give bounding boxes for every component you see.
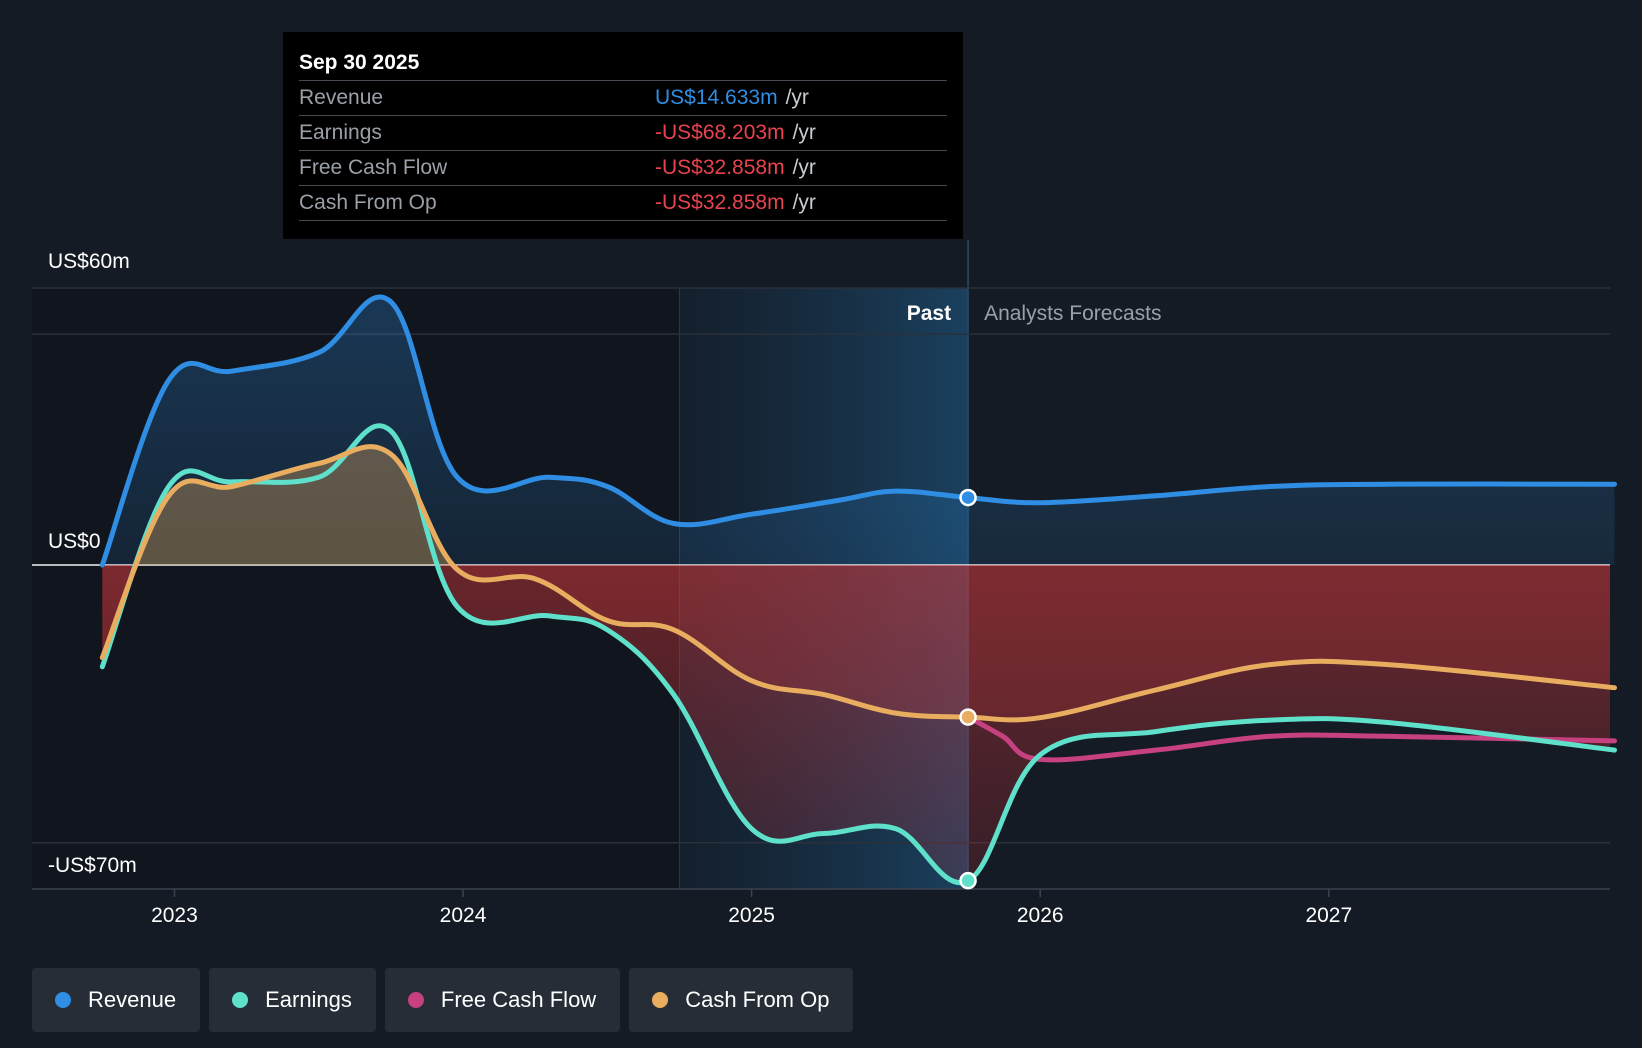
tooltip: Sep 30 2025 Revenue US$14.633m /yr Earni…: [283, 32, 963, 239]
tooltip-row-revenue: Revenue US$14.633m /yr: [299, 80, 947, 115]
y-tick-label: US$0: [48, 530, 101, 553]
tooltip-label: Revenue: [299, 86, 384, 109]
legend-dot-icon: [232, 992, 249, 1008]
earnings-line: [99, 423, 1617, 886]
legend-dot-icon: [652, 992, 669, 1008]
earnings-point-marker: [959, 871, 977, 890]
past-label: Past: [907, 302, 951, 325]
tooltip-date: Sep 30 2025: [299, 51, 420, 74]
cash-from-op-line: [99, 444, 1617, 723]
tooltip-label: Free Cash Flow: [299, 156, 448, 179]
x-tick-label: 2023: [151, 904, 198, 927]
legend-label: Free Cash Flow: [440, 987, 597, 1012]
tooltip-value: -US$68.203m: [655, 121, 785, 144]
legend-item-free-cash-flow[interactable]: Free Cash Flow: [384, 968, 621, 1032]
tooltip-unit: /yr: [785, 86, 809, 109]
legend-label: Revenue: [88, 987, 177, 1012]
legend-item-earnings[interactable]: Earnings: [209, 968, 376, 1032]
tooltip-row-earnings: Earnings -US$68.203m /yr: [299, 115, 947, 150]
y-tick-label: -US$70m: [48, 854, 137, 877]
cash-from-op-positive-area: [102, 446, 1610, 565]
free-cash-flow-line: [965, 714, 1617, 763]
x-tick-label: 2024: [440, 904, 487, 927]
revenue-line: [99, 294, 1617, 568]
x-tick-label: 2027: [1305, 904, 1352, 927]
x-tick-label: 2026: [1017, 904, 1064, 927]
tooltip-value: -US$32.858m: [655, 156, 785, 179]
legend-label: Earnings: [265, 987, 352, 1012]
legend-dot-icon: [55, 992, 71, 1008]
forecast-label: Analysts Forecasts: [984, 302, 1161, 325]
legend-item-cash-from-op[interactable]: Cash From Op: [629, 968, 854, 1032]
earnings-negative-area: [102, 565, 1610, 883]
tooltip-label: Cash From Op: [299, 191, 437, 214]
line-chart: US$60m US$0 -US$70m 2023 2024 2025 2026 2027 Pas…: [32, 240, 1617, 927]
x-tick-label: 2025: [728, 904, 775, 927]
legend-label: Cash From Op: [685, 987, 830, 1012]
cash-from-op-point-marker: [959, 708, 977, 726]
revenue-point-marker: [959, 488, 977, 507]
tooltip-label: Earnings: [299, 121, 382, 144]
tooltip-row-cash-from-op: Cash From Op -US$32.858m /yr: [299, 185, 947, 221]
legend: Revenue Earnings Free Cash Flow Cash Fro…: [32, 968, 854, 1032]
tooltip-value: US$14.633m: [655, 86, 778, 109]
tooltip-value: -US$32.858m: [655, 191, 785, 214]
cash-from-op-negative-area: [102, 565, 1610, 720]
legend-item-revenue[interactable]: Revenue: [32, 968, 201, 1032]
tooltip-unit: /yr: [792, 156, 816, 179]
tooltip-unit: /yr: [792, 191, 816, 214]
revenue-area: [102, 296, 1615, 565]
y-tick-label: US$60m: [48, 250, 130, 273]
legend-dot-icon: [407, 992, 424, 1008]
tooltip-row-free-cash-flow: Free Cash Flow -US$32.858m /yr: [299, 150, 947, 185]
tooltip-unit: /yr: [792, 121, 816, 144]
